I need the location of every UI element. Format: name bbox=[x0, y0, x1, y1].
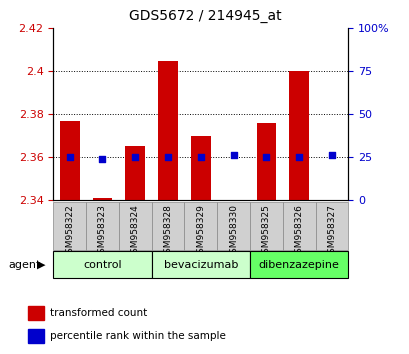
Text: agent: agent bbox=[8, 259, 40, 270]
Bar bbox=[249, 251, 348, 278]
Bar bbox=[119, 202, 151, 250]
Bar bbox=[184, 202, 217, 250]
Point bbox=[295, 154, 302, 160]
Bar bbox=[125, 146, 145, 200]
Text: control: control bbox=[83, 259, 121, 270]
Bar bbox=[86, 202, 119, 250]
Text: GSM958327: GSM958327 bbox=[327, 204, 336, 259]
Text: transformed count: transformed count bbox=[50, 308, 147, 318]
Text: GDS5672 / 214945_at: GDS5672 / 214945_at bbox=[128, 9, 281, 23]
Bar bbox=[191, 136, 210, 200]
Point bbox=[132, 154, 138, 160]
Bar bbox=[53, 251, 151, 278]
Bar bbox=[217, 202, 249, 250]
Text: GSM958329: GSM958329 bbox=[196, 204, 205, 259]
Text: ▶: ▶ bbox=[37, 259, 45, 270]
Point bbox=[230, 152, 236, 158]
Bar bbox=[92, 198, 112, 200]
Bar bbox=[282, 202, 315, 250]
Point bbox=[197, 154, 204, 160]
Text: GSM958322: GSM958322 bbox=[65, 204, 74, 259]
Text: GSM958328: GSM958328 bbox=[163, 204, 172, 259]
Point bbox=[164, 154, 171, 160]
Point bbox=[66, 154, 73, 160]
Bar bbox=[28, 306, 44, 320]
Bar bbox=[249, 202, 282, 250]
Bar bbox=[315, 202, 348, 250]
Bar bbox=[158, 61, 178, 200]
Point bbox=[263, 154, 269, 160]
Text: percentile rank within the sample: percentile rank within the sample bbox=[50, 331, 225, 341]
Text: bevacizumab: bevacizumab bbox=[163, 259, 238, 270]
Text: GSM958326: GSM958326 bbox=[294, 204, 303, 259]
Bar bbox=[28, 329, 44, 343]
Bar bbox=[289, 71, 308, 200]
Text: dibenzazepine: dibenzazepine bbox=[258, 259, 339, 270]
Bar bbox=[60, 121, 79, 200]
Bar bbox=[256, 123, 276, 200]
Bar bbox=[53, 202, 86, 250]
Point bbox=[328, 152, 335, 158]
Text: GSM958323: GSM958323 bbox=[98, 204, 107, 259]
Bar bbox=[151, 202, 184, 250]
Bar bbox=[151, 251, 249, 278]
Text: GSM958330: GSM958330 bbox=[229, 204, 238, 259]
Text: GSM958324: GSM958324 bbox=[130, 204, 139, 259]
Point bbox=[99, 156, 106, 162]
Text: GSM958325: GSM958325 bbox=[261, 204, 270, 259]
